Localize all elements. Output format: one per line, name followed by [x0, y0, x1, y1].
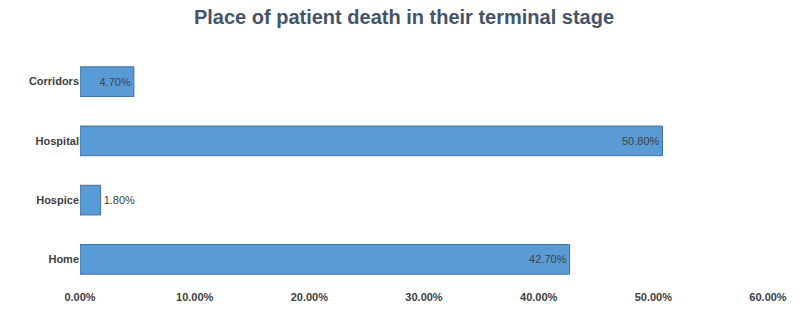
svg-text:1.80%: 1.80%	[104, 194, 135, 206]
svg-text:20.00%: 20.00%	[291, 291, 329, 303]
svg-text:Hospital: Hospital	[36, 135, 79, 147]
svg-text:50.80%: 50.80%	[622, 135, 660, 147]
svg-text:40.00%: 40.00%	[520, 291, 558, 303]
svg-text:30.00%: 30.00%	[405, 291, 443, 303]
svg-text:0.00%: 0.00%	[64, 291, 95, 303]
svg-text:50.00%: 50.00%	[635, 291, 673, 303]
svg-text:Home: Home	[48, 253, 79, 265]
svg-text:Corridors: Corridors	[29, 75, 79, 87]
svg-text:10.00%: 10.00%	[176, 291, 214, 303]
svg-text:60.00%: 60.00%	[749, 291, 787, 303]
svg-text:Place of patient death in thei: Place of patient death in their terminal…	[194, 6, 614, 28]
svg-text:Hospice: Hospice	[36, 194, 79, 206]
svg-text:42.70%: 42.70%	[529, 253, 567, 265]
svg-text:4.70%: 4.70%	[99, 76, 130, 88]
